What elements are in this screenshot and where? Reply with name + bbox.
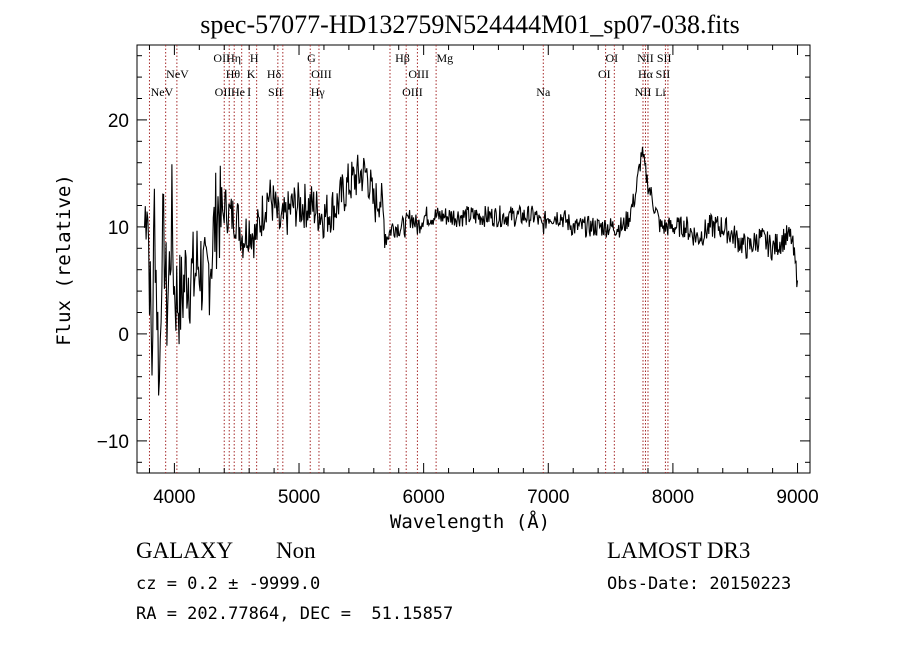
x-axis-label: Wavelength (Å) (390, 510, 550, 533)
line-label-5: H (250, 51, 259, 65)
flux-series-line (143, 146, 799, 396)
line-label-7: K (247, 67, 256, 81)
y-tick-label-0: 0 (118, 325, 129, 346)
line-label-3: OII (213, 51, 230, 65)
object-class: GALAXY (136, 538, 233, 563)
line-label-18: OIII (402, 85, 423, 99)
coordinates-text: RA = 202.77864, DEC = 51.15857 (136, 604, 453, 624)
object-subclass: Non (276, 538, 316, 563)
x-tick-label-9000: 9000 (776, 487, 818, 508)
line-label-8: Hδ (267, 67, 282, 81)
line-label-17: OIII (408, 67, 429, 81)
y-tick-label--10: −10 (97, 432, 129, 453)
x-axis-ticks: 4000 5000 6000 7000 8000 9000 (148, 45, 819, 508)
x-tick-label-7000: 7000 (527, 487, 569, 508)
line-label-20: Na (536, 85, 551, 99)
line-label-27: NII (635, 85, 652, 99)
line-label-23: NII (637, 51, 654, 65)
y-tick-label-20: 20 (108, 111, 129, 132)
line-label-10: He (231, 85, 245, 99)
line-label-24: SII (657, 51, 672, 65)
line-label-2: NeV (166, 67, 189, 81)
spectral-line-markers (148, 45, 669, 473)
line-label-16: Hβ (395, 51, 410, 65)
line-label-21: OI (606, 51, 619, 65)
line-label-13: G (307, 51, 316, 65)
redshift-text: cz = 0.2 ± -9999.0 (136, 574, 320, 594)
x-tick-label-8000: 8000 (652, 487, 694, 508)
y-tick-label-10: 10 (108, 218, 129, 239)
line-label-28: Li (655, 85, 666, 99)
x-tick-label-6000: 6000 (403, 487, 445, 508)
line-label-15: Hγ (311, 85, 326, 99)
y-axis-label: Flux (relative) (53, 174, 75, 346)
plot-frame (136, 44, 811, 474)
line-label-26: SII (656, 67, 671, 81)
line-label-9: OII (215, 85, 232, 99)
line-label-12: SII (268, 85, 283, 99)
line-label-25: Hα (638, 67, 654, 81)
x-tick-label-4000: 4000 (153, 487, 195, 508)
x-tick-label-5000: 5000 (278, 487, 320, 508)
line-label-11: I (247, 85, 251, 99)
obs-date-text: Obs-Date: 20150223 (607, 574, 791, 594)
line-label-22: OI (598, 67, 611, 81)
line-label-19: Mg (436, 51, 453, 65)
y-axis-ticks: −10 0 10 20 (97, 55, 810, 463)
line-label-14: OIII (311, 67, 332, 81)
line-label-6: Hθ (226, 67, 241, 81)
line-label-4: Hη (226, 51, 241, 65)
survey-name: LAMOST DR3 (607, 538, 750, 563)
chart-title: spec-57077-HD132759N524444M01_sp07-038.f… (200, 10, 739, 39)
line-label-1: NeV (151, 85, 174, 99)
